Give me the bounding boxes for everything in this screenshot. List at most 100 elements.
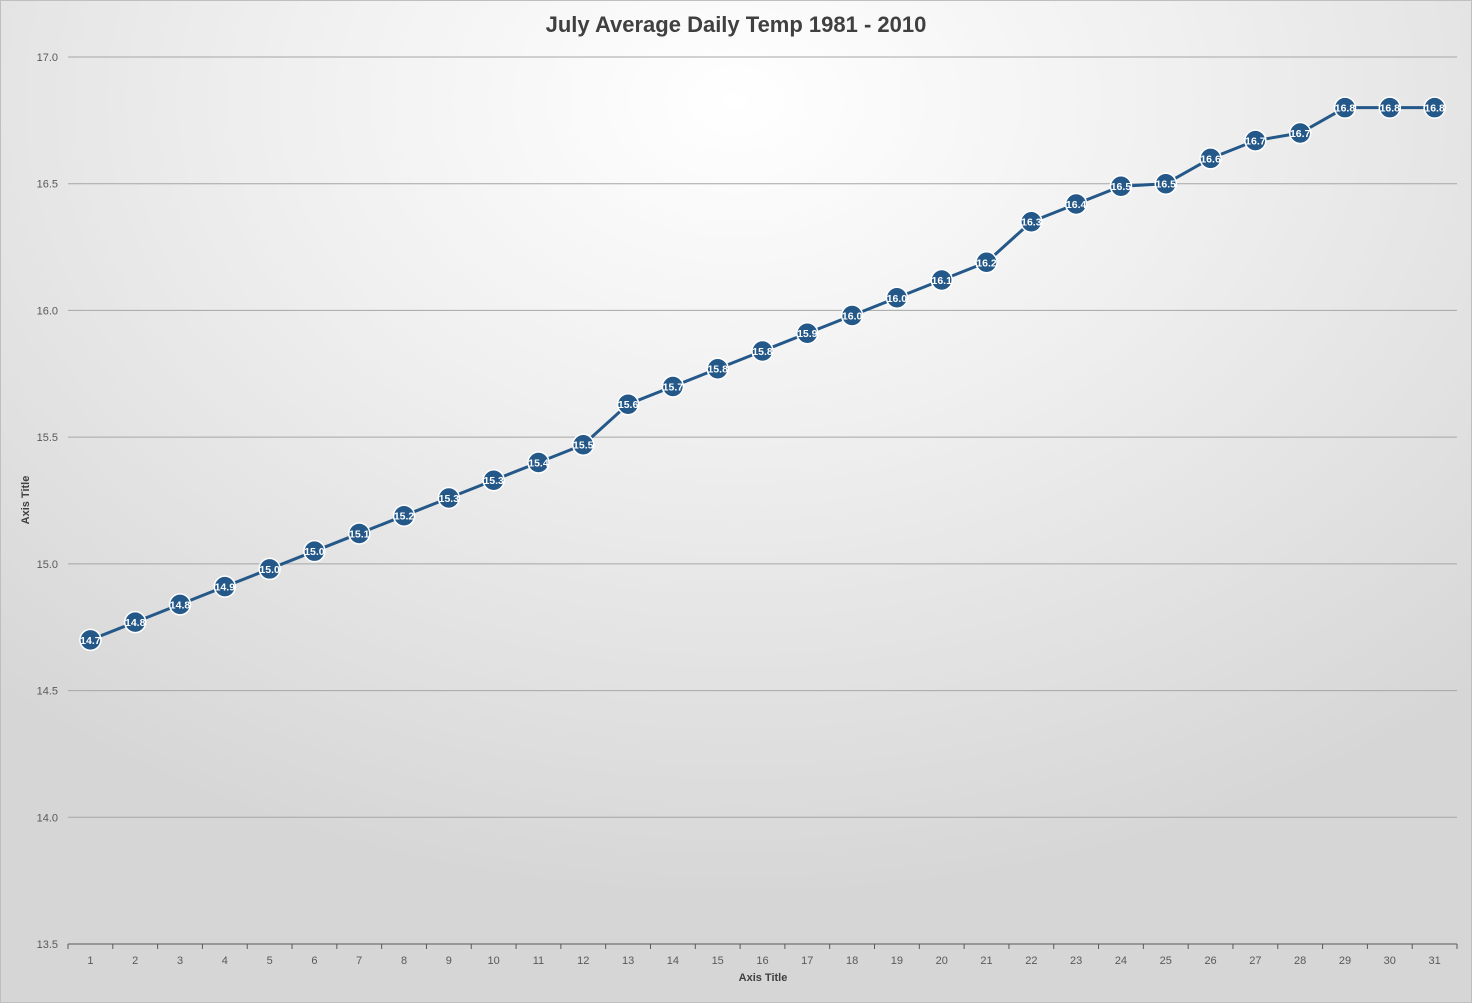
data-label: 15.2 <box>394 511 415 523</box>
y-tick-label: 16.5 <box>37 179 58 191</box>
x-tick-label: 18 <box>846 955 858 967</box>
data-point <box>1244 129 1267 152</box>
x-tick-label: 6 <box>311 955 317 967</box>
data-point <box>1199 147 1222 170</box>
data-point <box>527 451 550 474</box>
data-point <box>1109 174 1133 198</box>
y-tick-label: 17.0 <box>37 52 58 64</box>
x-tick-label: 29 <box>1339 955 1351 967</box>
data-label: 16.1 <box>932 275 953 287</box>
x-tick-label: 1 <box>87 955 93 967</box>
data-point <box>840 304 864 327</box>
data-label: 16.7 <box>1290 128 1311 140</box>
data-point <box>975 251 998 274</box>
y-tick-label: 14.5 <box>37 686 58 698</box>
x-tick-label: 24 <box>1115 955 1127 967</box>
data-label: 15.0 <box>304 546 325 558</box>
data-point <box>661 375 685 398</box>
x-tick-label: 14 <box>667 955 679 967</box>
data-point <box>1333 96 1357 119</box>
data-point <box>347 522 371 545</box>
data-point <box>1288 121 1312 145</box>
data-label: 14.9 <box>215 582 236 594</box>
data-point <box>213 575 237 598</box>
data-label: 14.8 <box>170 599 191 611</box>
data-point <box>572 433 595 456</box>
data-label: 16.5 <box>1111 181 1132 193</box>
data-label: 16.8 <box>1335 103 1356 115</box>
data-point <box>168 593 192 616</box>
data-label: 15.3 <box>483 475 504 487</box>
data-point <box>123 610 147 634</box>
data-point <box>706 357 729 380</box>
x-tick-label: 27 <box>1249 955 1261 967</box>
data-point <box>885 286 909 310</box>
data-point <box>437 486 461 510</box>
data-point <box>1064 192 1088 216</box>
data-label: 14.8 <box>125 617 146 629</box>
data-label: 15.5 <box>573 440 594 452</box>
data-label: 15.6 <box>618 399 639 411</box>
x-tick-label: 12 <box>577 955 589 967</box>
y-tick-label: 13.5 <box>37 939 58 951</box>
x-tick-label: 2 <box>132 955 138 967</box>
x-tick-label: 23 <box>1070 955 1082 967</box>
data-point <box>1020 210 1043 233</box>
x-tick-label: 26 <box>1204 955 1216 967</box>
x-axis-title: Axis Title <box>738 972 788 984</box>
data-label: 15.1 <box>349 528 370 540</box>
data-label: 16.3 <box>1021 217 1042 229</box>
x-tick-label: 16 <box>756 955 768 967</box>
y-tick-label: 16.0 <box>37 305 58 317</box>
y-axis-title: Axis Title <box>20 475 32 525</box>
x-tick-label: 15 <box>712 955 724 967</box>
data-point <box>79 628 102 652</box>
data-label: 15.0 <box>259 564 280 576</box>
x-tick-label: 21 <box>980 955 992 967</box>
data-label: 15.8 <box>752 346 773 358</box>
data-label: 16.6 <box>1200 153 1221 165</box>
x-tick-label: 20 <box>936 955 948 967</box>
x-tick-label: 30 <box>1384 955 1396 967</box>
data-label: 15.9 <box>797 328 818 340</box>
data-point <box>1423 96 1446 119</box>
x-tick-label: 9 <box>446 955 452 967</box>
y-tick-label: 15.0 <box>37 559 58 571</box>
data-point <box>1378 96 1402 119</box>
chart-title: July Average Daily Temp 1981 - 2010 <box>545 12 927 37</box>
data-label: 16.0 <box>842 310 863 322</box>
x-tick-label: 3 <box>177 955 183 967</box>
data-label: 16.8 <box>1424 103 1445 115</box>
data-label: 16.2 <box>976 257 997 269</box>
y-tick-label: 14.0 <box>37 812 58 824</box>
y-tick-label: 15.5 <box>37 432 58 444</box>
data-point <box>482 468 505 492</box>
x-tick-label: 31 <box>1428 955 1440 967</box>
data-label: 15.4 <box>528 457 549 469</box>
data-label: 16.4 <box>1066 199 1087 211</box>
data-label: 16.0 <box>887 293 908 305</box>
x-tick-label: 4 <box>222 955 228 967</box>
data-point <box>392 504 416 527</box>
x-tick-label: 19 <box>891 955 903 967</box>
x-tick-label: 8 <box>401 955 407 967</box>
data-point <box>258 557 281 581</box>
data-label: 16.7 <box>1245 136 1266 148</box>
x-tick-label: 13 <box>622 955 634 967</box>
data-point <box>930 268 953 292</box>
data-label: 15.3 <box>439 493 460 505</box>
data-label: 15.7 <box>663 381 684 393</box>
x-tick-label: 7 <box>356 955 362 967</box>
data-point <box>303 539 326 563</box>
x-tick-label: 17 <box>801 955 813 967</box>
x-tick-label: 28 <box>1294 955 1306 967</box>
data-point <box>616 392 640 416</box>
data-point <box>751 339 774 363</box>
x-tick-label: 25 <box>1160 955 1172 967</box>
x-tick-label: 22 <box>1025 955 1037 967</box>
data-point <box>1154 172 1178 195</box>
data-point <box>796 321 819 345</box>
data-label: 16.8 <box>1380 103 1401 115</box>
x-tick-label: 10 <box>488 955 500 967</box>
